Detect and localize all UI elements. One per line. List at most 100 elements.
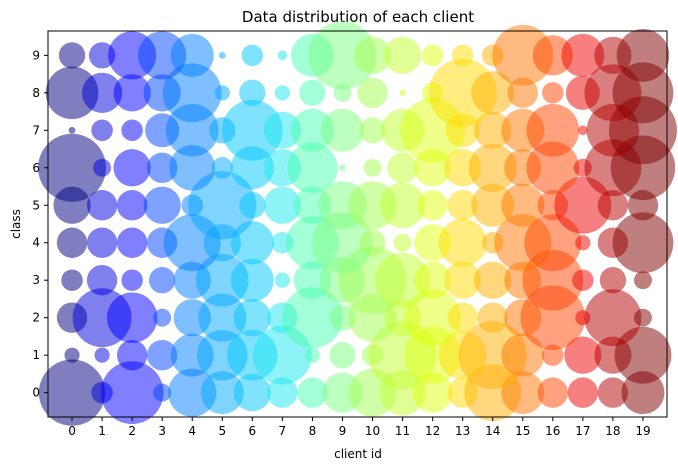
x-tick-label: 9 (339, 424, 347, 438)
marker-client-0-class-9 (58, 42, 86, 69)
y-axis-ticks: 0 1 2 3 4 5 6 7 8 9 (32, 48, 48, 400)
marker-client-8-class-8 (299, 79, 326, 106)
x-tick-label: 1 (98, 424, 106, 438)
marker-client-0-class-4 (56, 227, 88, 258)
marker-client-5-class-0 (200, 371, 244, 415)
marker-client-16-class-1 (542, 344, 564, 366)
marker-client-16-class-9 (532, 35, 573, 76)
x-tick-label: 0 (68, 424, 76, 438)
marker-client-11-class-4 (393, 233, 412, 252)
chart-title: Data distribution of each client (242, 8, 474, 26)
y-tick-label: 6 (32, 161, 40, 175)
marker-client-11-class-5 (379, 182, 426, 229)
marker-client-15-class-1 (501, 333, 545, 377)
marker-client-4-class-8 (162, 63, 222, 123)
marker-client-4-class-9 (170, 33, 214, 77)
marker-client-6-class-9 (241, 44, 264, 67)
marker-client-9-class-2 (329, 304, 356, 331)
x-tick-label: 3 (158, 424, 166, 438)
marker-client-12-class-5 (417, 190, 448, 221)
plot-frame (47, 30, 668, 418)
marker-client-2-class-4 (116, 227, 148, 258)
marker-client-14-class-6 (468, 143, 517, 192)
marker-client-13-class-2 (447, 302, 478, 333)
marker-client-6-class-8 (239, 79, 266, 106)
marker-client-14-class-5 (471, 183, 515, 227)
x-tick-label: 19 (635, 424, 650, 438)
marker-client-19-class-0 (621, 371, 665, 415)
x-axis-ticks: 0 1 2 3 4 5 6 7 8 9 10 11 12 13 14 15 16 17 18 19 (68, 417, 651, 438)
y-tick-label: 7 (32, 123, 40, 137)
marker-client-1-class-1 (94, 347, 110, 363)
y-tick-label: 9 (32, 48, 40, 62)
marker-client-10-class-7 (359, 117, 386, 144)
marker-client-2-class-0 (100, 361, 164, 424)
x-tick-label: 12 (425, 424, 440, 438)
marker-client-8-class-2 (282, 287, 343, 349)
marker-client-3-class-2 (153, 308, 172, 327)
x-tick-label: 10 (365, 424, 380, 438)
marker-client-19-class-4 (612, 212, 674, 274)
marker-client-14-class-7 (474, 111, 512, 149)
marker-client-5-class-8 (214, 85, 230, 101)
marker-client-2-class-3 (121, 269, 143, 291)
marker-client-14-class-2 (477, 302, 508, 333)
marker-client-1-class-9 (88, 42, 116, 69)
marker-client-2-class-5 (116, 190, 148, 221)
marker-client-6-class-5 (239, 192, 266, 219)
marker-client-2-class-1 (116, 339, 148, 371)
marker-client-7-class-7 (263, 111, 301, 149)
marker-client-17-class-4 (575, 235, 591, 251)
marker-client-4-class-0 (168, 368, 217, 417)
marker-client-3-class-5 (143, 186, 181, 224)
marker-client-9-class-9 (308, 21, 377, 90)
marker-client-1-class-3 (86, 265, 118, 296)
y-tick-label: 0 (32, 386, 40, 400)
marker-client-6-class-2 (233, 299, 271, 337)
marker-client-12-class-3 (414, 261, 452, 299)
marker-client-19-class-9 (616, 29, 670, 82)
marker-client-3-class-0 (153, 383, 172, 402)
marker-client-9-class-4 (312, 212, 373, 274)
y-tick-label: 2 (32, 311, 40, 325)
marker-client-7-class-5 (263, 186, 301, 224)
marker-client-11-class-9 (383, 36, 422, 74)
marker-client-13-class-4 (438, 218, 487, 267)
marker-client-17-class-0 (567, 377, 599, 408)
marker-client-1-class-7 (91, 119, 113, 142)
marker-client-9-class-1 (329, 342, 356, 369)
y-tick-label: 4 (32, 236, 40, 250)
marker-client-11-class-8 (399, 89, 406, 97)
marker-client-16-class-0 (537, 377, 569, 408)
x-tick-label: 6 (249, 424, 257, 438)
marker-client-3-class-6 (146, 152, 178, 183)
marker-client-5-class-9 (218, 51, 226, 59)
marker-client-0-class-6 (38, 133, 107, 202)
marker-client-1-class-5 (86, 190, 118, 221)
marker-client-17-class-1 (564, 336, 602, 374)
marker-client-17-class-3 (572, 269, 594, 291)
marker-client-3-class-3 (149, 267, 176, 294)
marker-client-17-class-9 (561, 33, 605, 77)
marker-client-11-class-6 (387, 152, 418, 183)
y-axis-label: class (9, 209, 23, 239)
marker-client-8-class-1 (304, 347, 321, 363)
x-tick-label: 16 (545, 424, 560, 438)
y-tick-label: 1 (32, 348, 40, 362)
marker-client-14-class-3 (474, 261, 512, 299)
marker-client-6-class-3 (230, 258, 274, 302)
marker-client-8-class-7 (290, 108, 334, 152)
marker-client-4-class-6 (169, 144, 216, 191)
marker-client-7-class-8 (274, 85, 290, 101)
x-tick-label: 4 (188, 424, 196, 438)
x-tick-label: 5 (218, 424, 226, 438)
x-tick-label: 7 (279, 424, 287, 438)
x-tick-label: 11 (395, 424, 410, 438)
marker-client-2-class-2 (106, 292, 158, 343)
marker-client-12-class-2 (404, 289, 462, 347)
marker-client-16-class-8 (542, 82, 564, 104)
marker-client-7-class-3 (274, 272, 290, 288)
marker-client-0-class-8 (45, 66, 99, 120)
x-tick-label: 13 (455, 424, 470, 438)
